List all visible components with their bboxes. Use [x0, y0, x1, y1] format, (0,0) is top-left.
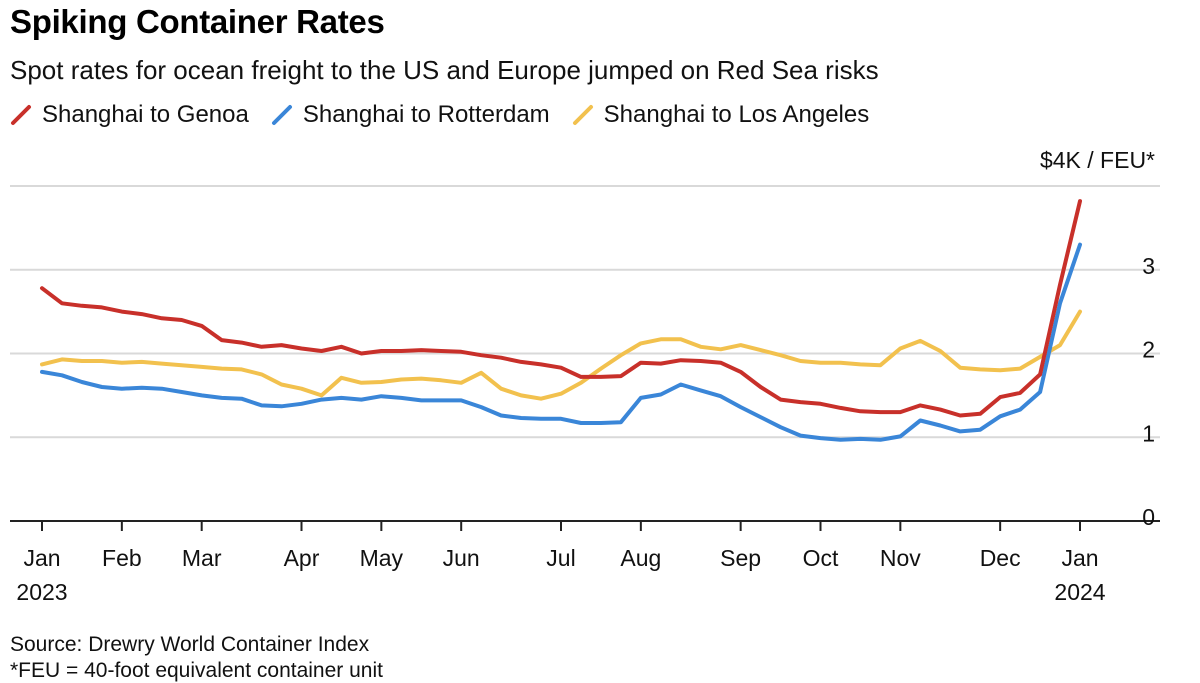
legend-item-los-angeles: Shanghai to Los Angeles	[572, 101, 870, 129]
x-tick-label: Feb	[102, 545, 142, 571]
x-tick-label: May	[360, 545, 404, 571]
x-tick-label: Aug	[620, 545, 661, 571]
x-tick-year-label: 2024	[1054, 579, 1105, 605]
x-tick-label: Nov	[880, 545, 921, 571]
axis-layer: 0 1 2 3 Jan 2023 Feb Mar Apr May Jun Jul Aug Sep Oct No…	[10, 253, 1160, 605]
x-tick-label: Oct	[803, 545, 839, 571]
x-tick-label: Jun	[443, 545, 480, 571]
x-tick-label: Mar	[182, 545, 222, 571]
legend: Shanghai to Genoa Shanghai to Rotterdam …	[10, 101, 891, 129]
y-tick-label: 1	[1142, 420, 1155, 446]
x-tick-label: Apr	[284, 545, 320, 571]
y-tick-label: 0	[1142, 504, 1155, 530]
chart-title: Spiking Container Rates	[10, 3, 385, 40]
grid-layer	[10, 185, 1160, 439]
x-tick-label: Jan	[1061, 545, 1098, 571]
x-tick-label: Sep	[720, 545, 761, 571]
unit-label: $4K / FEU*	[1040, 147, 1155, 173]
legend-item-genoa: Shanghai to Genoa	[10, 101, 249, 129]
legend-label-rotterdam: Shanghai to Rotterdam	[302, 101, 550, 128]
legend-label-genoa: Shanghai to Genoa	[42, 101, 249, 128]
series-line-rotterdam	[40, 242, 1082, 442]
legend-swatch-rotterdam	[271, 105, 292, 125]
legend-label-los-angeles: Shanghai to Los Angeles	[603, 101, 870, 128]
chart-subtitle: Spot rates for ocean freight to the US a…	[10, 55, 879, 85]
series-layer	[40, 199, 1082, 442]
legend-item-rotterdam: Shanghai to Rotterdam	[271, 101, 550, 129]
x-tick-label: Jan	[23, 545, 60, 571]
y-tick-label: 2	[1142, 337, 1155, 363]
x-tick-label: Jul	[546, 545, 575, 571]
legend-swatch-genoa	[11, 105, 31, 125]
source-note: Source: Drewry World Container Index	[10, 633, 370, 656]
legend-swatch-los-angeles	[572, 105, 593, 125]
x-tick-label: Dec	[980, 545, 1021, 571]
footnote: *FEU = 40-foot equivalent container unit	[10, 659, 383, 682]
y-tick-label: 3	[1142, 253, 1155, 279]
series-line-genoa	[40, 199, 1082, 418]
x-tick-year-label: 2023	[16, 579, 67, 605]
series-line-los-angeles	[40, 309, 1082, 401]
